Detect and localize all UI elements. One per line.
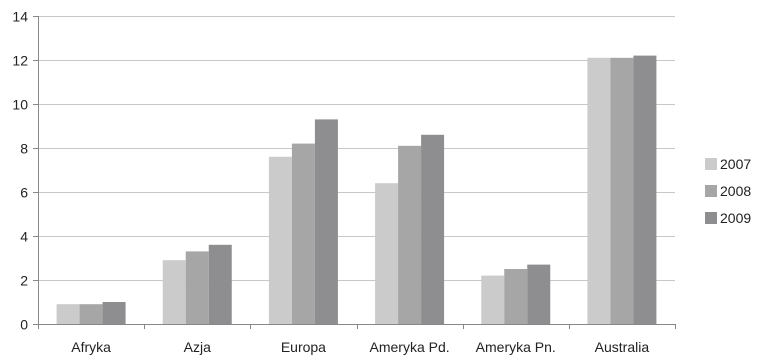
legend-swatch-2008 — [705, 185, 717, 197]
bar-2009-europa — [314, 119, 338, 325]
legend-label-2009: 2009 — [720, 210, 751, 226]
y-tick-label: 12 — [12, 53, 28, 69]
bars — [56, 55, 657, 325]
bar-2009-afryka — [102, 302, 126, 324]
x-tick-label: Europa — [281, 339, 326, 355]
legend-swatch-2009 — [705, 212, 717, 224]
bar-2007-australia — [587, 57, 611, 325]
y-tick-label: 14 — [12, 9, 28, 25]
x-tick-label: Australia — [595, 339, 650, 355]
legend-label-2007: 2007 — [720, 156, 751, 172]
bar-2009-australia — [633, 55, 657, 324]
bar-2008-australia — [610, 57, 634, 325]
bar-2007-ameryka-pn- — [481, 275, 505, 324]
axes: 0 2 4 6 8 10 12 14 Afryka Azja Europa Ameryka Pd. Am… — [12, 9, 676, 355]
legend-swatch-2007 — [705, 158, 717, 170]
bar-2009-ameryka-pn- — [527, 264, 551, 324]
bar-2009-azja — [208, 244, 232, 324]
y-tick-label: 8 — [20, 141, 28, 157]
bar-2007-afryka — [56, 304, 80, 324]
x-tick-label: Ameryka Pn. — [476, 339, 556, 355]
y-tick-label: 2 — [20, 273, 28, 289]
bar-2008-azja — [185, 251, 209, 324]
x-tick-label: Azja — [184, 339, 211, 355]
x-tick-label: Ameryka Pd. — [370, 339, 450, 355]
bar-2009-ameryka-pd- — [421, 134, 445, 324]
y-tick-label: 10 — [12, 97, 28, 113]
legend-label-2008: 2008 — [720, 183, 751, 199]
bar-2008-afryka — [79, 304, 103, 324]
x-tick-label: Afryka — [71, 339, 111, 355]
legend: 2007 2008 2009 — [705, 156, 751, 226]
bar-2007-azja — [162, 260, 186, 324]
y-tick-label: 0 — [20, 317, 28, 333]
gridlines — [38, 16, 675, 281]
bar-2008-europa — [291, 143, 315, 324]
bar-2007-ameryka-pd- — [375, 183, 399, 324]
bar-2008-ameryka-pd- — [398, 145, 422, 324]
y-tick-label: 4 — [20, 229, 28, 245]
bar-2007-europa — [268, 156, 292, 324]
y-tick-label: 6 — [20, 185, 28, 201]
bar-2008-ameryka-pn- — [504, 269, 528, 324]
